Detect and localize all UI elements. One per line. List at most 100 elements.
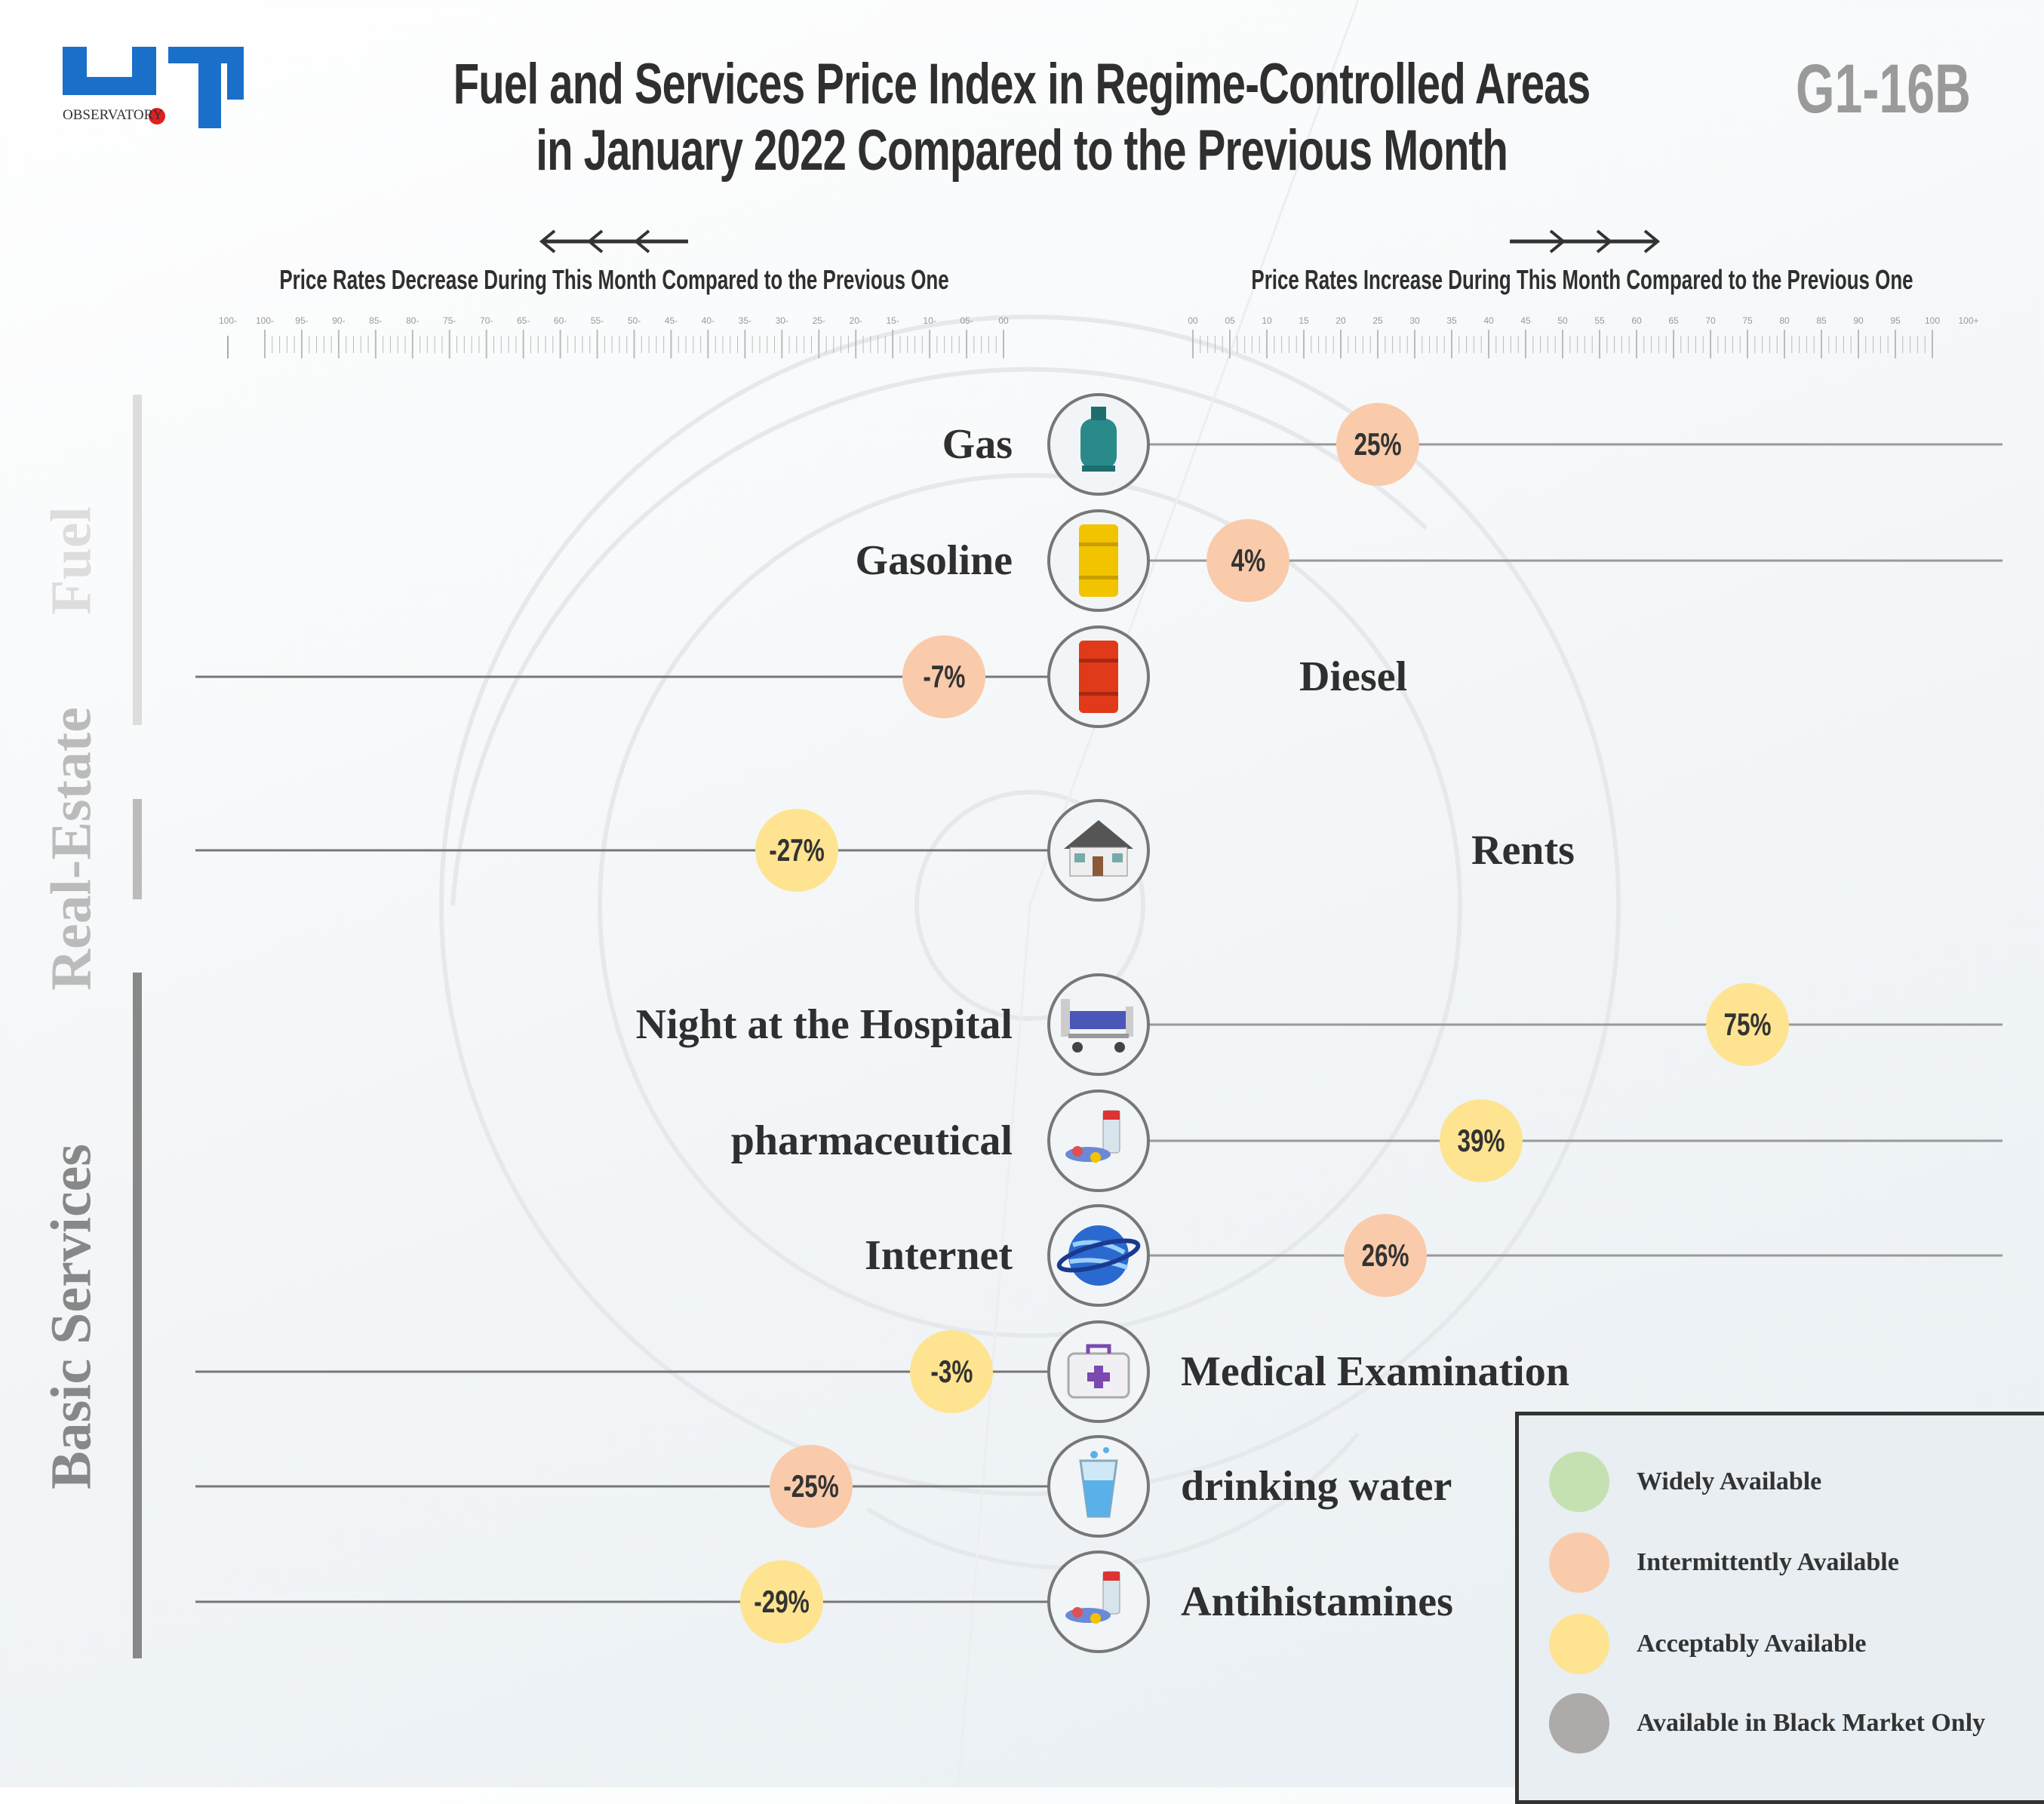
item-label: Gasoline [855,537,1013,584]
item-label: Medical Examination [1181,1348,1569,1395]
value-label: 26% [1361,1237,1409,1273]
item-icon-circle [1047,799,1150,902]
item-icon-circle [1047,625,1150,728]
scale-tick-label: 35 [1446,315,1457,326]
legend-label: Intermittently Available [1637,1548,1899,1576]
chart-title-line2: in January 2022 Compared to the Previous… [536,118,1509,183]
legend-label: Acceptably Available [1637,1630,1867,1658]
scale-tick-label: 35- [738,315,752,326]
item-label: Diesel [1299,653,1408,700]
scale-tick-label: 60 [1631,315,1642,326]
value-bubble: -29% [740,1560,824,1643]
increase-label: Price Rates Increase During This Month C… [1251,264,1913,295]
legend-swatch [1549,1614,1609,1674]
legend-swatch [1549,1693,1609,1753]
scale-tick-label: 50 [1557,315,1568,326]
item-label: Night at the Hospital [635,1001,1013,1048]
scale-tick-label: 55 [1594,315,1605,326]
scale-tick-label: 00 [998,315,1009,326]
scale-tick-label: 10- [923,315,936,326]
item-icon-circle [1047,509,1150,612]
value-label: -25% [783,1468,840,1504]
water-glass-icon [1079,1447,1118,1518]
value-label: -27% [768,832,825,868]
scale-tick-label: 75- [443,315,456,326]
scale-tick-label: 15 [1299,315,1309,326]
legend-item-intermittent: Intermittently Available [1549,1532,1899,1593]
scale-tick-label: 25 [1372,315,1383,326]
chart-title-line1: Fuel and Services Price Index in Regime-… [453,52,1591,116]
scale-tick-label: 65 [1668,315,1679,326]
category-bar-basic-services [133,973,142,1658]
scale-tick-label: 70 [1705,315,1716,326]
scale-tick-label: 40- [701,315,715,326]
value-label: -3% [930,1354,973,1389]
scale-ticks [227,330,1933,358]
decrease-arrow-icon [539,229,688,254]
legend-swatch [1549,1452,1609,1512]
item-label: Rents [1471,827,1575,874]
value-bubble: 39% [1440,1099,1523,1182]
scale-tick-label: 30- [775,315,788,326]
value-label: 25% [1354,426,1402,462]
scale-tick-label: 65- [516,315,530,326]
item-icon-circle [1047,393,1150,496]
value-label: 39% [1457,1123,1505,1158]
house-icon [1064,820,1133,877]
value-bubble: -25% [770,1445,853,1528]
scale-tick-label: 60- [553,315,567,326]
scale-tick-label: 100+ [1958,315,1979,326]
logo-text: OBSERVATORY [63,107,163,123]
scale-tick-label: 50- [627,315,641,326]
infographic-code: G1-16B [1796,51,1971,128]
legend: Widely Available Intermittently Availabl… [1515,1412,2044,1804]
item-icon-circle [1047,1204,1150,1307]
decrease-label: Price Rates Decrease During This Month C… [279,264,949,295]
legend-item-black-market: Available in Black Market Only [1549,1693,1985,1753]
item-icon-circle [1047,1435,1150,1538]
increase-arrow-icon [1510,229,1661,254]
yellow-barrel-icon [1079,524,1118,597]
item-icon-circle [1047,1320,1150,1423]
scale-tick-label: 80- [406,315,420,326]
scale-tick-label: 20- [849,315,862,326]
gas-cylinder-icon [1080,407,1117,472]
item-label: drinking water [1181,1463,1452,1510]
scale-tick-label: 100- [255,315,275,326]
legend-label: Widely Available [1637,1467,1822,1495]
value-bubble: -7% [902,635,986,718]
legend-item-acceptable: Acceptably Available [1549,1614,1866,1674]
value-bubble: 4% [1206,519,1290,602]
value-bubble: -3% [910,1330,993,1413]
pills-icon [1065,1110,1120,1163]
red-barrel-icon [1079,641,1118,713]
scale-tick-label: 90 [1853,315,1864,326]
value-label: 4% [1231,542,1265,578]
scale-tick-label: 45 [1520,315,1531,326]
value-bubble: 75% [1706,983,1789,1066]
value-label: -29% [754,1584,810,1619]
scale-tick-label: 100- [218,315,238,326]
scale-tick-label: 00 [1188,315,1198,326]
item-label: Internet [865,1232,1013,1279]
logo: OBSERVATORY [63,47,245,131]
category-bar-real-estate [133,799,142,899]
scale-tick-label: 85 [1816,315,1827,326]
item-icon-circle [1047,1550,1150,1653]
legend-swatch [1549,1532,1609,1593]
scale-tick-label: 95 [1890,315,1901,326]
value-bubble: -27% [755,809,838,892]
scale-tick-label: 15- [886,315,899,326]
globe-icon [1056,1225,1141,1286]
scale-tick-label: 85- [369,315,383,326]
item-label: pharmaceutical [730,1117,1013,1164]
scale-tick-label: 05 [1225,315,1235,326]
scale-tick-label: 70- [480,315,493,326]
scale-tick-label: 95- [295,315,309,326]
scale-tick-label: 100 [1924,315,1941,326]
scale-tick-label: 40 [1483,315,1494,326]
hospital-bed-icon [1061,999,1133,1053]
scale-tick-label: 75 [1742,315,1753,326]
legend-label: Available in Black Market Only [1637,1709,1986,1737]
